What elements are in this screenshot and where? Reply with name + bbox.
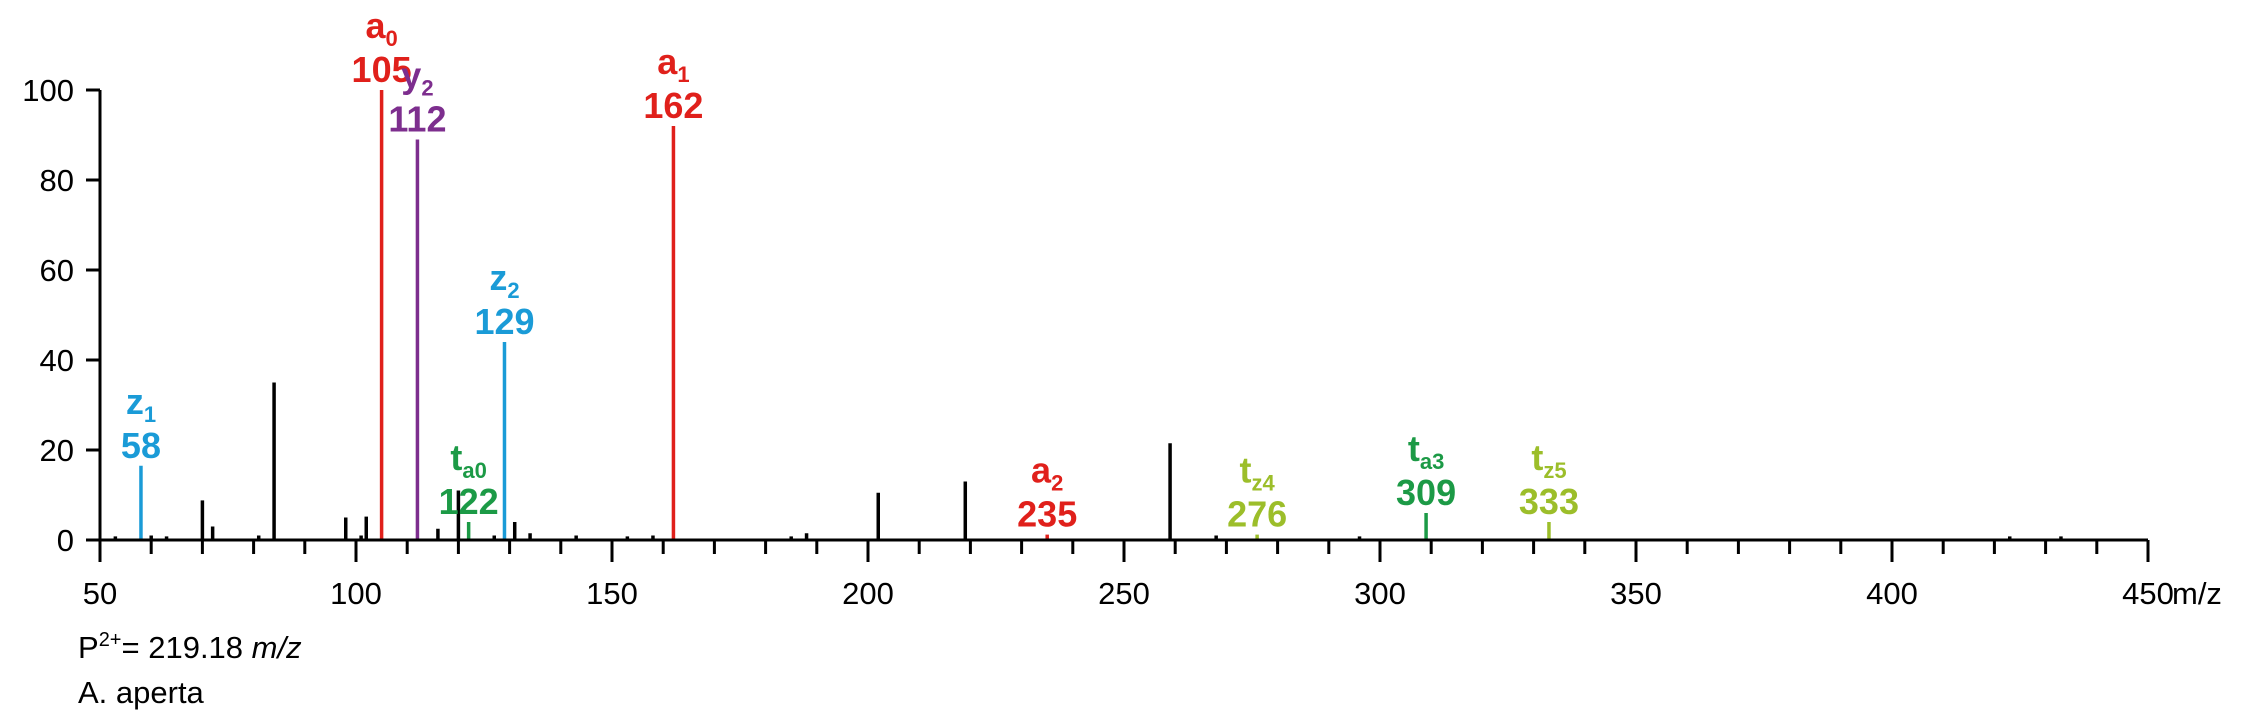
- peak-ion-label: tz4: [1239, 450, 1275, 496]
- species-name: A. aperta: [78, 675, 204, 710]
- peak-labels: 58z1105a0112y2122ta0129z2162a1235a2276tz…: [121, 5, 1579, 535]
- y-tick-label: 20: [40, 433, 74, 468]
- x-tick-label: 300: [1354, 576, 1406, 611]
- peak-ion-label: a1: [657, 41, 689, 87]
- peak-mz-label: 105: [352, 49, 412, 90]
- x-tick-label: 50: [83, 576, 117, 611]
- precursor-unit: m/z: [251, 630, 302, 665]
- peak-bars: [113, 90, 2063, 540]
- y-tick-label: 40: [40, 343, 74, 378]
- x-tick-label: 350: [1610, 576, 1662, 611]
- precursor-caption: P2+= 219.18 m/z: [78, 629, 302, 665]
- peak-mz-label: 235: [1017, 494, 1077, 535]
- y-tick-label: 80: [40, 163, 74, 198]
- peak-ion-label: y2: [401, 55, 433, 101]
- x-tick-label: 150: [586, 576, 638, 611]
- y-tick-label: 0: [57, 523, 74, 558]
- peak-mz-label: 333: [1519, 481, 1579, 522]
- peak-mz-label: 122: [439, 481, 499, 522]
- species-caption: A. aperta: [78, 677, 204, 708]
- x-tick-label: 100: [330, 576, 382, 611]
- peak-mz-label: 162: [643, 85, 703, 126]
- y-axis-ticks: 0 20 40 60 80 100: [22, 73, 100, 558]
- x-tick-label: 400: [1866, 576, 1918, 611]
- peak-mz-label: 58: [121, 425, 161, 466]
- peak-ion-label: ta3: [1408, 428, 1444, 474]
- precursor-charge: 2+: [98, 629, 122, 651]
- peak-ion-label: z1: [126, 381, 156, 427]
- peak-mz-label: 129: [474, 301, 534, 342]
- peak-ion-label: ta0: [450, 437, 486, 483]
- precursor-value: = 219.18: [121, 630, 252, 665]
- peak-ion-label: z2: [489, 257, 519, 303]
- x-tick-label: 200: [842, 576, 894, 611]
- y-tick-label: 60: [40, 253, 74, 288]
- peak-mz-label: 309: [1396, 472, 1456, 513]
- x-tick-label: 450: [2122, 576, 2174, 611]
- x-axis-unit-label: m/z: [2172, 576, 2222, 611]
- peak-mz-label: 112: [388, 99, 446, 140]
- precursor-prefix: P: [78, 630, 99, 665]
- peak-ion-label: tz5: [1531, 437, 1566, 483]
- peak-mz-label: 276: [1227, 494, 1287, 535]
- x-tick-label: 250: [1098, 576, 1150, 611]
- y-tick-label: 100: [22, 73, 74, 108]
- peak-ion-label: a2: [1031, 450, 1063, 496]
- x-axis-ticks: 50 100 150 200 250 300 350 400 450: [83, 540, 2174, 611]
- peak-ion-label: a0: [365, 5, 397, 51]
